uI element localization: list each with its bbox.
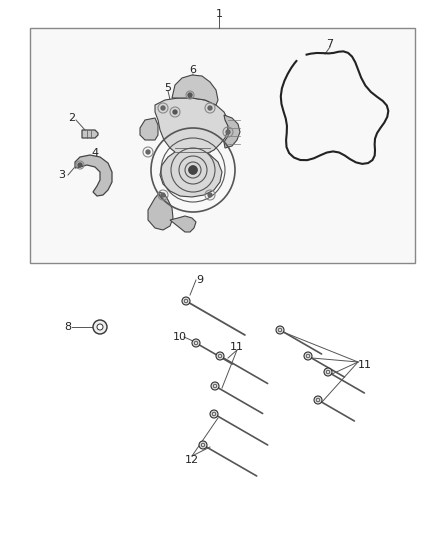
Polygon shape [155,98,228,197]
Polygon shape [75,155,112,196]
Circle shape [226,130,230,134]
Circle shape [208,193,212,197]
Circle shape [182,297,190,305]
Circle shape [199,441,207,449]
Circle shape [146,150,150,154]
Circle shape [208,106,212,110]
Text: 5: 5 [165,83,172,93]
Circle shape [161,193,165,197]
Polygon shape [148,192,173,230]
Polygon shape [140,118,158,140]
Circle shape [324,368,332,376]
Polygon shape [82,130,98,138]
Circle shape [161,106,165,110]
Circle shape [189,166,197,174]
Circle shape [314,396,322,404]
Text: 11: 11 [358,360,372,370]
Circle shape [210,410,218,418]
Circle shape [173,110,177,114]
Circle shape [276,326,284,334]
Circle shape [97,324,103,330]
Text: 4: 4 [92,148,99,158]
Text: 10: 10 [173,332,187,342]
Polygon shape [170,216,196,232]
Circle shape [188,93,192,97]
Text: 8: 8 [64,322,71,332]
Text: 7: 7 [326,39,334,49]
Circle shape [216,352,224,360]
Text: 12: 12 [185,455,199,465]
Polygon shape [224,115,240,148]
Text: 2: 2 [68,113,76,123]
Circle shape [78,163,82,167]
Circle shape [211,382,219,390]
Text: 11: 11 [230,342,244,352]
Text: 1: 1 [215,9,223,19]
Polygon shape [172,75,218,105]
Circle shape [304,352,312,360]
Text: 9: 9 [196,275,204,285]
Text: 3: 3 [59,170,66,180]
Text: 6: 6 [190,65,197,75]
Circle shape [192,339,200,347]
Circle shape [93,320,107,334]
Bar [30,28,415,263]
